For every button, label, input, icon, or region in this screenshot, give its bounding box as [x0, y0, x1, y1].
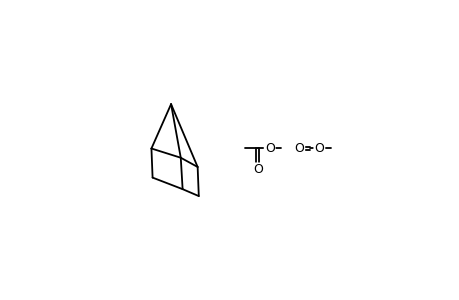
Text: O: O	[252, 164, 262, 176]
Text: O: O	[314, 142, 324, 155]
Text: O: O	[264, 142, 274, 155]
Text: O: O	[294, 142, 303, 155]
